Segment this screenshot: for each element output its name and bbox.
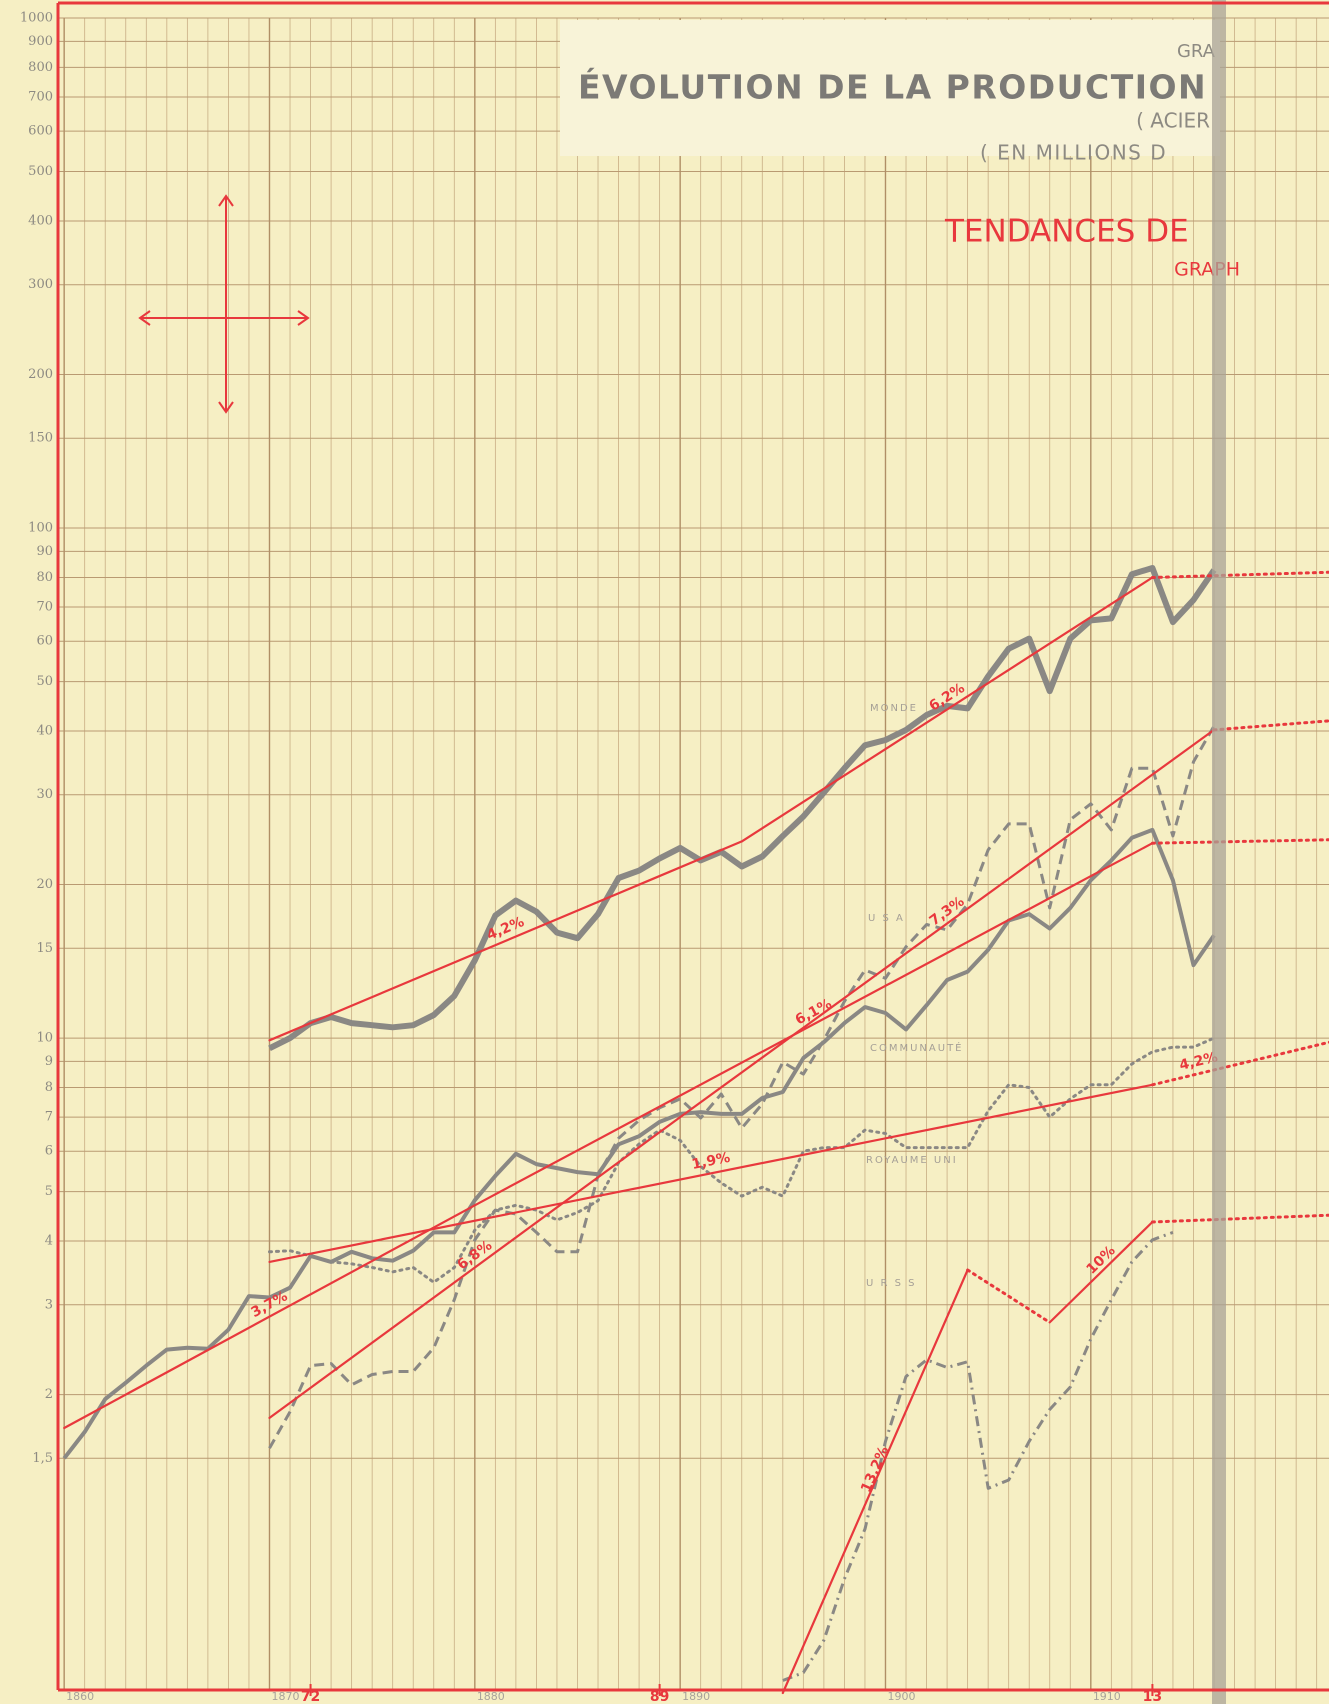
trend-line bbox=[1212, 719, 1329, 732]
y-tick-label: 80 bbox=[36, 570, 53, 585]
header-cut: GRA bbox=[1177, 41, 1216, 62]
unit-note: ( EN MILLIONS D bbox=[980, 141, 1167, 165]
y-tick-label: 40 bbox=[36, 724, 53, 739]
y-tick-label: 50 bbox=[36, 674, 53, 689]
y-tick-label: 100 bbox=[28, 521, 53, 536]
x-tick-label-marked: 13 bbox=[1143, 1689, 1162, 1704]
arrow-head bbox=[138, 310, 151, 326]
y-tick-label: 5 bbox=[45, 1184, 53, 1199]
series-label: MONDE bbox=[870, 703, 918, 714]
y-tick-label: 700 bbox=[28, 90, 53, 105]
arrow-head bbox=[218, 401, 234, 414]
trend-line bbox=[473, 842, 1154, 1207]
trend-line bbox=[679, 728, 1216, 1119]
y-tick-label: 30 bbox=[36, 787, 53, 802]
y-tick-label: 3 bbox=[45, 1297, 53, 1312]
binding-strip bbox=[1212, 0, 1226, 1704]
y-tick-label: 200 bbox=[28, 367, 53, 382]
crosshair bbox=[138, 194, 310, 414]
series-label: U S A bbox=[868, 913, 905, 924]
series-line bbox=[268, 725, 1216, 1449]
trend-rate: 1,9% bbox=[690, 1150, 731, 1173]
y-tick-label: 600 bbox=[28, 124, 53, 139]
trend-line bbox=[1150, 838, 1329, 845]
y-tick-label: 7 bbox=[45, 1110, 53, 1125]
trend-line bbox=[966, 1268, 1052, 1324]
title-box bbox=[560, 20, 1220, 156]
grid: 1,52345678910152030405060708090100150200… bbox=[20, 11, 1329, 1704]
trend-line bbox=[740, 576, 1154, 843]
y-tick-label: 900 bbox=[28, 34, 53, 49]
y-tick-label: 1000 bbox=[20, 11, 53, 26]
x-tick-label: 1870 bbox=[271, 1690, 299, 1703]
series-line bbox=[782, 1230, 1174, 1682]
y-tick-label: 70 bbox=[36, 600, 53, 615]
trend-line bbox=[781, 1268, 969, 1695]
series-line bbox=[268, 565, 1217, 1051]
trend-line bbox=[268, 1083, 1154, 1263]
y-tick-label: 800 bbox=[28, 60, 53, 75]
trend-subtitle: GRAPH bbox=[1174, 259, 1240, 281]
x-tick-label: 1890 bbox=[682, 1690, 710, 1703]
y-tick-label: 90 bbox=[36, 544, 53, 559]
y-tick-label: 8 bbox=[45, 1080, 53, 1095]
trend-title: TENDANCES DE bbox=[944, 214, 1189, 250]
trend-line bbox=[63, 1204, 476, 1430]
y-tick-label: 15 bbox=[36, 941, 53, 956]
series-line bbox=[268, 1036, 1216, 1284]
y-tick-label: 150 bbox=[28, 431, 53, 446]
y-tick-label: 9 bbox=[45, 1054, 53, 1069]
x-tick-label-marked: 72 bbox=[301, 1689, 320, 1704]
series-line bbox=[62, 827, 1216, 1460]
trend-line bbox=[1150, 1213, 1329, 1224]
subtitle: ( ACIER bbox=[1136, 109, 1210, 133]
y-tick-label: 20 bbox=[36, 877, 53, 892]
x-tick-label: 1880 bbox=[477, 1690, 505, 1703]
trend-line bbox=[1150, 570, 1329, 579]
y-tick-label: 300 bbox=[28, 277, 53, 292]
arrow-head bbox=[297, 310, 310, 326]
y-tick-label: 6 bbox=[45, 1144, 53, 1159]
chart-title: ÉVOLUTION DE LA PRODUCTION bbox=[578, 67, 1207, 107]
trend-line bbox=[1048, 1220, 1154, 1324]
series-label: COMMUNAUTÉ bbox=[870, 1041, 964, 1054]
y-tick-label: 2 bbox=[45, 1387, 53, 1402]
trend-line bbox=[268, 840, 743, 1042]
frame bbox=[56, 1, 1329, 1692]
y-tick-label: 60 bbox=[36, 634, 53, 649]
y-tick-label: 500 bbox=[28, 164, 53, 179]
y-tick-label: 4 bbox=[45, 1234, 53, 1249]
x-tick-label-marked: 89 bbox=[650, 1689, 669, 1704]
y-tick-label: 400 bbox=[28, 213, 53, 228]
series-label: ROYAUME UNI bbox=[866, 1155, 958, 1166]
x-tick-label: 1910 bbox=[1093, 1690, 1121, 1703]
y-tick-label: 1,5 bbox=[32, 1451, 53, 1466]
y-tick-label: 10 bbox=[36, 1031, 53, 1046]
x-tick-label: 1900 bbox=[887, 1690, 915, 1703]
series-label: U R S S bbox=[866, 1278, 917, 1289]
arrow-head bbox=[218, 194, 234, 207]
x-tick-label: 1860 bbox=[66, 1690, 94, 1703]
trend-line bbox=[268, 1116, 682, 1419]
